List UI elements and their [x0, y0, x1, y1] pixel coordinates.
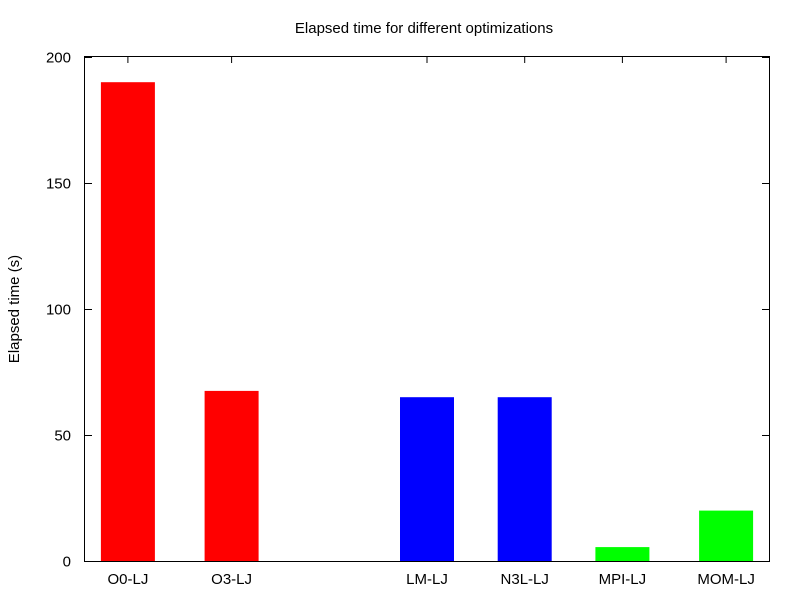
y-ticks-group: 0 50 100 150 200 [46, 50, 769, 571]
y-tick-label: 50 [54, 428, 71, 445]
y-tick-label: 0 [63, 554, 71, 571]
bar-o3-lj [204, 390, 259, 561]
x-tick-label: O0-LJ [107, 571, 148, 588]
bar-n3l-lj [497, 397, 552, 561]
x-tick-label: MPI-LJ [599, 571, 647, 588]
y-tick-label: 100 [46, 302, 71, 319]
x-tick-labels-group: O0-LJ O3-LJ LM-LJ N3L-LJ MPI-LJ MOM-LJ [107, 571, 754, 588]
bar-lm-lj [400, 397, 454, 561]
x-tick-label: N3L-LJ [501, 571, 549, 588]
x-tick-label: O3-LJ [211, 571, 252, 588]
y-tick-label: 200 [46, 50, 71, 67]
x-tick-label: MOM-LJ [697, 571, 755, 588]
plot-frame [84, 56, 770, 562]
bar-mom-lj [699, 510, 754, 561]
bar-o0-lj [100, 82, 155, 561]
x-tick-label: LM-LJ [406, 571, 448, 588]
chart-title: Elapsed time for different optimizations [295, 20, 553, 37]
bars-group [100, 82, 754, 561]
y-tick-label: 150 [46, 176, 71, 193]
y-axis-label: Elapsed time (s) [6, 255, 23, 363]
bar-mpi-lj [595, 547, 650, 561]
